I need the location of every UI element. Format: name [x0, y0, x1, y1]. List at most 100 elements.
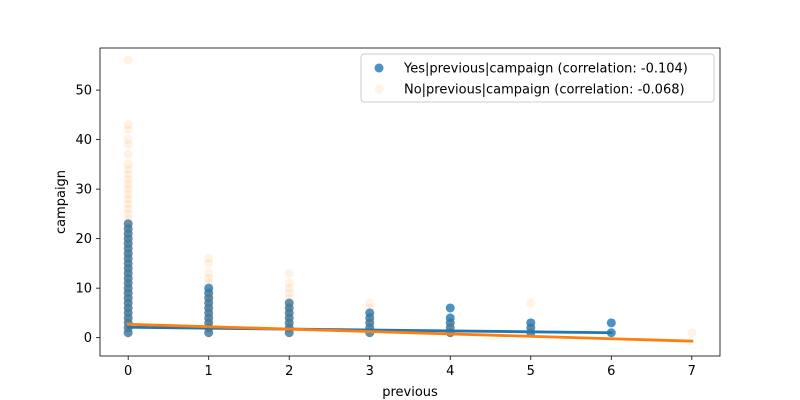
x-tick-label: 5: [527, 364, 535, 379]
legend-label-no: No|previous|campaign (correlation: -0.06…: [404, 83, 685, 98]
data-point: [123, 298, 133, 308]
data-point: [204, 258, 214, 268]
data-point: [123, 229, 133, 239]
y-tick-label: 40: [75, 133, 92, 148]
data-point: [204, 313, 214, 323]
data-point: [284, 318, 294, 328]
data-point: [687, 328, 697, 338]
regression-line-1: [126, 322, 694, 343]
x-tick-label: 2: [285, 364, 293, 379]
data-point: [123, 169, 133, 179]
data-point: [123, 273, 133, 283]
data-point: [123, 199, 133, 209]
data-point: [123, 239, 133, 249]
data-point: [204, 253, 214, 263]
series-layer: [123, 55, 697, 338]
y-tick-label: 30: [75, 183, 92, 198]
data-point: [123, 313, 133, 323]
data-point: [445, 313, 455, 323]
data-point: [445, 303, 455, 313]
data-point: [284, 298, 294, 308]
regression-layer: [126, 322, 694, 343]
data-point: [284, 278, 294, 288]
data-point: [204, 273, 214, 283]
y-axis-label: campaign: [54, 170, 69, 234]
data-point: [123, 328, 133, 338]
legend-marker-yes: [374, 63, 384, 73]
series-1-points: [123, 55, 697, 338]
legend-marker-no: [374, 84, 384, 94]
data-point: [204, 308, 214, 318]
data-point: [365, 303, 375, 313]
y-axis: 0 10 20 30 40 50: [75, 84, 100, 346]
data-point: [284, 308, 294, 318]
data-point: [526, 318, 536, 328]
data-point: [123, 140, 133, 150]
data-point: [123, 244, 133, 254]
data-point: [204, 318, 214, 328]
data-point: [365, 298, 375, 308]
data-point: [123, 214, 133, 224]
data-point: [123, 308, 133, 318]
data-point: [123, 55, 133, 65]
data-point: [123, 164, 133, 174]
data-point: [204, 283, 214, 293]
data-point: [204, 278, 214, 288]
legend: Yes|previous|campaign (correlation: -0.1…: [360, 53, 715, 103]
data-point: [123, 120, 133, 130]
data-point: [204, 288, 214, 298]
data-point: [606, 318, 616, 328]
data-point: [123, 209, 133, 219]
data-point: [123, 258, 133, 268]
y-tick-label: 10: [75, 282, 92, 297]
y-tick-label: 50: [75, 84, 92, 99]
data-point: [123, 194, 133, 204]
data-point: [204, 293, 214, 303]
data-point: [123, 174, 133, 184]
data-point: [123, 159, 133, 169]
x-tick-label: 6: [607, 364, 615, 379]
data-point: [204, 303, 214, 313]
data-point: [123, 219, 133, 229]
x-tick-label: 1: [205, 364, 213, 379]
data-point: [123, 303, 133, 313]
data-point: [204, 328, 214, 338]
x-axis: 0 1 2 3 4 5 6 7: [124, 356, 696, 379]
data-point: [123, 189, 133, 199]
data-point: [284, 293, 294, 303]
regression-line-0: [126, 325, 613, 335]
data-point: [123, 125, 133, 135]
data-point: [284, 298, 294, 308]
data-point: [123, 283, 133, 293]
x-tick-label: 7: [688, 364, 696, 379]
x-tick-label: 0: [124, 364, 132, 379]
legend-label-yes: Yes|previous|campaign (correlation: -0.1…: [403, 62, 688, 77]
data-point: [204, 298, 214, 308]
data-point: [284, 268, 294, 278]
data-point: [284, 288, 294, 298]
plot-frame: [99, 47, 721, 357]
data-point: [123, 204, 133, 214]
data-point: [123, 263, 133, 273]
data-point: [123, 293, 133, 303]
data-point: [526, 323, 536, 333]
y-tick-label: 20: [75, 232, 92, 247]
x-tick-label: 3: [366, 364, 374, 379]
data-point: [123, 179, 133, 189]
data-point: [365, 318, 375, 328]
data-point: [204, 268, 214, 278]
data-point: [123, 278, 133, 288]
data-point: [123, 219, 133, 229]
data-point: [284, 303, 294, 313]
data-point: [123, 224, 133, 234]
data-point: [123, 253, 133, 263]
legend-box: [360, 53, 715, 103]
data-point: [284, 313, 294, 323]
series-0-points: [123, 219, 616, 338]
data-point: [123, 288, 133, 298]
y-tick-label: 0: [84, 331, 92, 346]
x-tick-label: 4: [446, 364, 454, 379]
data-point: [123, 184, 133, 194]
data-point: [526, 298, 536, 308]
